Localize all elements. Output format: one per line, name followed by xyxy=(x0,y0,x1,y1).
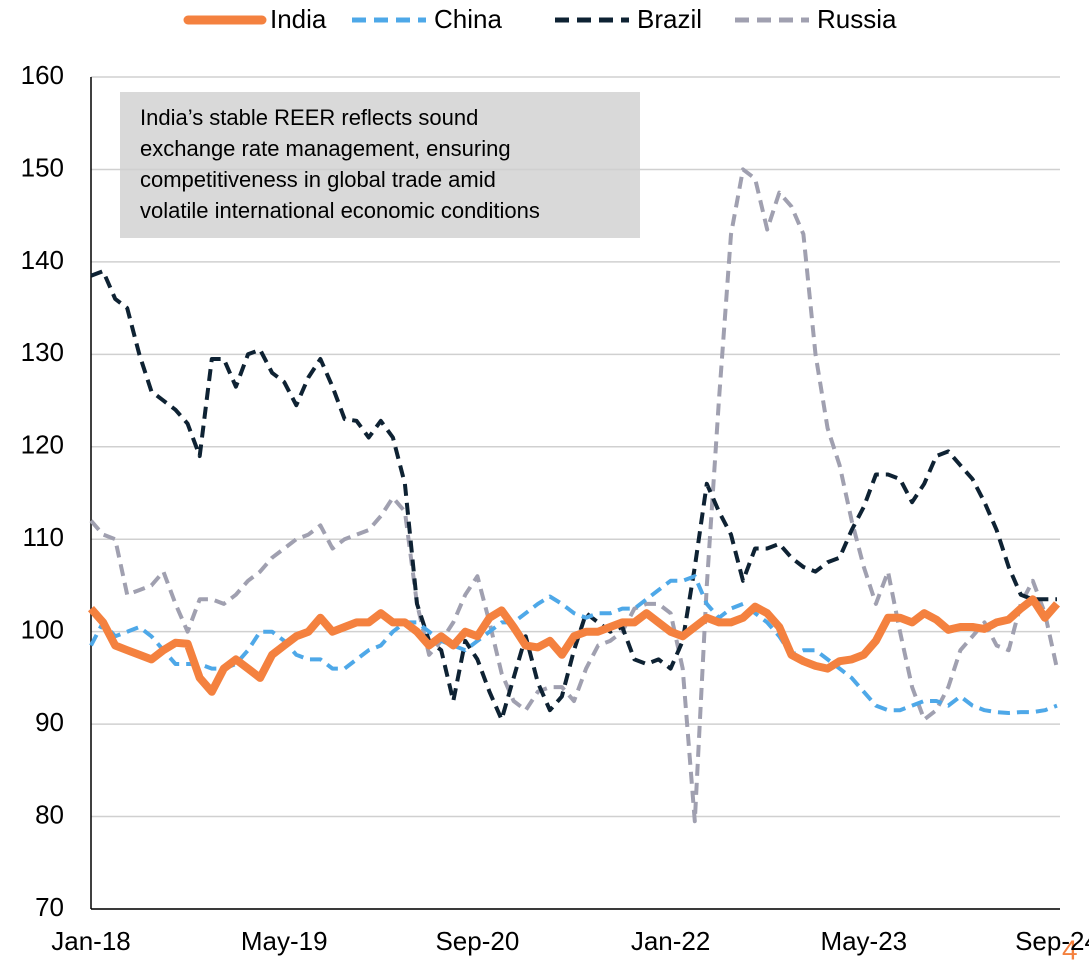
y-tick-label: 70 xyxy=(35,892,64,922)
x-tick-label: May-23 xyxy=(820,926,907,956)
y-tick-label: 110 xyxy=(23,522,64,552)
series-line xyxy=(89,167,1059,824)
annotation-box xyxy=(120,92,640,238)
y-tick-label: 90 xyxy=(35,707,64,737)
series-line xyxy=(89,574,1058,715)
y-tick-label: 160 xyxy=(21,60,64,90)
y-tick-label: 140 xyxy=(21,245,64,275)
series-line xyxy=(90,269,1057,722)
annotation-text: competitiveness in global trade amid xyxy=(140,167,496,192)
legend-label: China xyxy=(434,4,502,34)
legend-label: India xyxy=(270,4,327,34)
legend-label: Brazil xyxy=(637,4,702,34)
y-tick-label: 120 xyxy=(21,430,64,460)
y-tick-label: 80 xyxy=(35,799,64,829)
x-tick-label: May-19 xyxy=(241,926,328,956)
x-tick-label: Sep-20 xyxy=(435,926,519,956)
annotation-text: volatile international economic conditio… xyxy=(140,198,540,223)
x-tick-label: Jan-22 xyxy=(631,926,711,956)
x-tick-label: Sep-24 xyxy=(1015,926,1089,956)
y-tick-label: 150 xyxy=(21,152,64,182)
legend-label: Russia xyxy=(817,4,897,34)
y-tick-label: 100 xyxy=(21,615,64,645)
series-line xyxy=(87,595,1061,696)
annotation-text: exchange rate management, ensuring xyxy=(140,136,511,161)
page-number: 4 xyxy=(1062,934,1078,963)
annotation-text: India’s stable REER reflects sound xyxy=(140,105,478,130)
x-tick-label: Jan-18 xyxy=(51,926,131,956)
y-tick-label: 130 xyxy=(21,337,64,367)
